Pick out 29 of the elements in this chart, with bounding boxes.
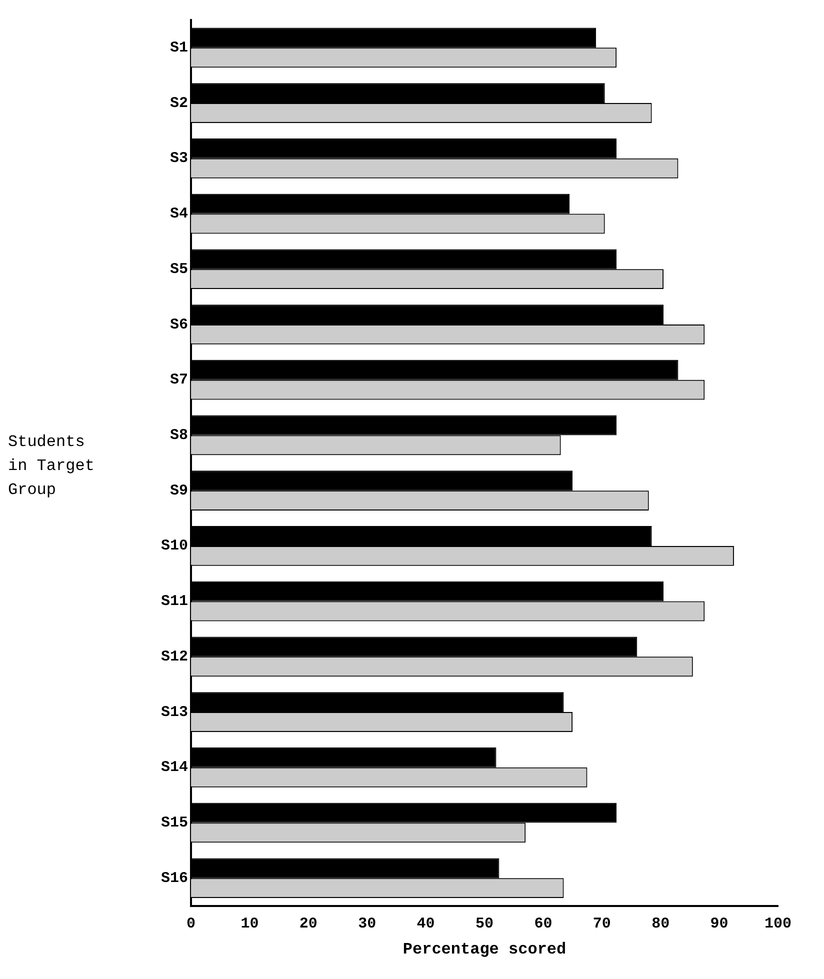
y-tick-label: S13 <box>160 704 188 721</box>
y-tick-label: S16 <box>160 870 188 887</box>
x-tick-label: 70 <box>592 916 611 933</box>
x-tick-label: 20 <box>299 916 318 933</box>
y-tick-label: S3 <box>170 150 188 168</box>
y-tick-label: S5 <box>170 260 188 278</box>
y-tick-label: S2 <box>170 94 188 112</box>
y-tick-label: S11 <box>160 593 188 610</box>
y-tick-label: S8 <box>170 427 188 444</box>
x-tick-label: 80 <box>652 916 670 933</box>
y-tick-label: S1 <box>170 39 188 56</box>
x-tick-label: 100 <box>764 916 792 933</box>
x-tick-label: 30 <box>358 916 376 933</box>
x-tick-label: 60 <box>534 916 552 933</box>
y-tick-label: S6 <box>170 316 188 334</box>
x-tick-label: 90 <box>710 916 728 933</box>
x-tick-label: 10 <box>240 916 259 933</box>
y-tick-label: S4 <box>170 206 188 223</box>
y-tick-label: S15 <box>160 814 188 832</box>
x-tick-label: 50 <box>475 916 494 933</box>
y-tick-label: S12 <box>160 648 188 666</box>
y-tick-label: S9 <box>170 482 188 500</box>
y-tick-label: S14 <box>160 759 188 776</box>
y-tick-label: S10 <box>160 538 188 555</box>
x-tick-label: 40 <box>416 916 435 933</box>
x-axis-title: Percentage scored <box>402 940 566 958</box>
y-tick-label: S7 <box>170 372 188 389</box>
x-tick-label: 0 <box>186 916 196 933</box>
y-axis-title: Students in Target Group <box>8 432 96 500</box>
